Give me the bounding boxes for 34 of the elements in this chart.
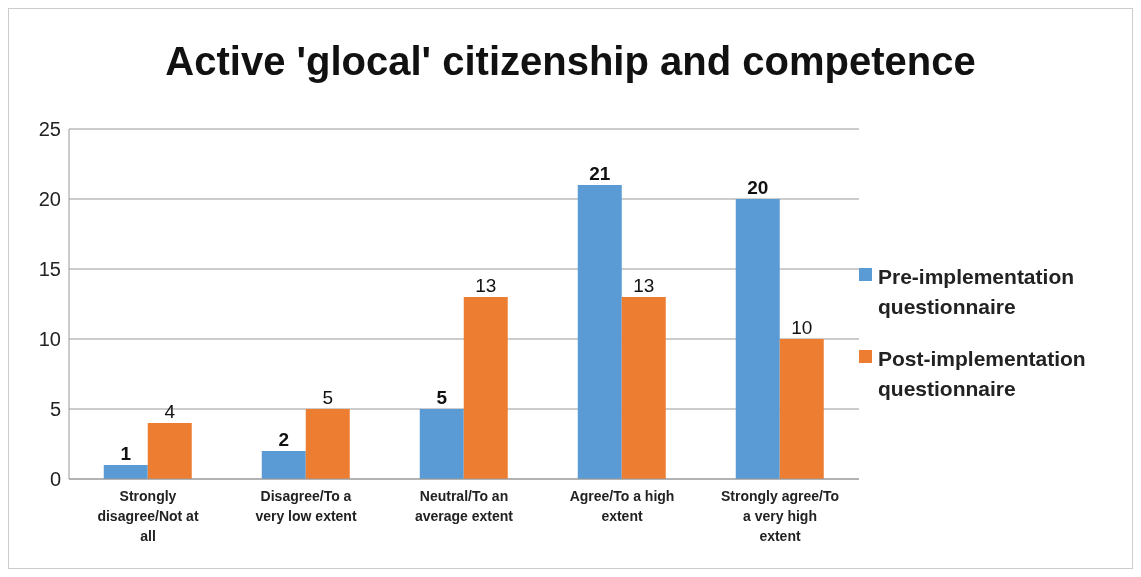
bar xyxy=(103,465,148,479)
x-tick-label: Strongly disagree/Not at all xyxy=(97,488,199,544)
bar xyxy=(577,185,622,479)
data-label: 2 xyxy=(278,429,290,450)
y-tick-label: 10 xyxy=(38,328,61,351)
legend-label: Post-implementation questionnaire xyxy=(878,346,1087,402)
chart-title: Active 'glocal' citizenship and competence xyxy=(164,38,977,85)
bar xyxy=(735,199,780,479)
y-tick-label: 25 xyxy=(38,118,61,141)
y-tick-label: 20 xyxy=(38,188,61,211)
bar xyxy=(621,297,666,479)
x-tick-label: Agree/To a high extent xyxy=(569,488,675,524)
bar xyxy=(261,451,306,479)
data-label: 5 xyxy=(436,387,448,408)
data-label: 21 xyxy=(589,163,611,184)
data-label: 13 xyxy=(475,275,497,296)
data-label: 13 xyxy=(633,275,655,296)
bar xyxy=(305,409,350,479)
y-tick-label: 15 xyxy=(38,258,61,281)
legend-label: Pre-implementation questionnaire xyxy=(878,264,1076,320)
y-tick-label: 0 xyxy=(49,468,61,491)
data-label: 4 xyxy=(164,401,176,422)
data-label: 10 xyxy=(791,317,813,338)
x-tick-label: Neutral/To an average extent xyxy=(414,488,514,524)
y-tick-label: 5 xyxy=(49,398,61,421)
data-label: 5 xyxy=(322,387,334,408)
data-label: 20 xyxy=(747,177,769,198)
bar xyxy=(419,409,464,479)
data-label: 1 xyxy=(120,443,132,464)
x-tick-label: Strongly agree/To a very high extent xyxy=(721,488,839,544)
bar xyxy=(779,339,824,479)
x-tick-label: Disagree/To a very low extent xyxy=(255,488,357,524)
bar xyxy=(147,423,192,479)
bar xyxy=(463,297,508,479)
